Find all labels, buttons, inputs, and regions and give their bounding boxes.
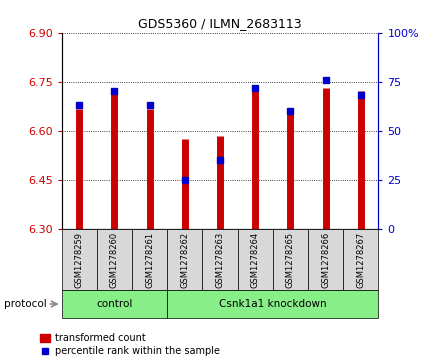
- Bar: [238, 229, 273, 290]
- Text: GSM1278267: GSM1278267: [356, 232, 365, 287]
- Bar: [62, 229, 97, 290]
- Title: GDS5360 / ILMN_2683113: GDS5360 / ILMN_2683113: [138, 17, 302, 30]
- Text: control: control: [96, 299, 132, 309]
- Bar: [167, 229, 202, 290]
- Bar: [167, 290, 378, 318]
- Text: GSM1278265: GSM1278265: [286, 232, 295, 287]
- Bar: [97, 229, 132, 290]
- Text: protocol: protocol: [4, 299, 47, 309]
- Text: GSM1278262: GSM1278262: [180, 232, 189, 287]
- Bar: [308, 229, 343, 290]
- Bar: [202, 229, 238, 290]
- Bar: [62, 290, 167, 318]
- Text: GSM1278266: GSM1278266: [321, 232, 330, 287]
- Bar: [273, 229, 308, 290]
- Text: Csnk1a1 knockdown: Csnk1a1 knockdown: [219, 299, 326, 309]
- Legend: transformed count, percentile rank within the sample: transformed count, percentile rank withi…: [40, 333, 220, 356]
- Text: GSM1278259: GSM1278259: [75, 232, 84, 287]
- Text: GSM1278263: GSM1278263: [216, 232, 224, 287]
- Bar: [343, 229, 378, 290]
- Text: GSM1278264: GSM1278264: [251, 232, 260, 287]
- Text: GSM1278261: GSM1278261: [145, 232, 154, 287]
- Text: GSM1278260: GSM1278260: [110, 232, 119, 287]
- Bar: [132, 229, 167, 290]
